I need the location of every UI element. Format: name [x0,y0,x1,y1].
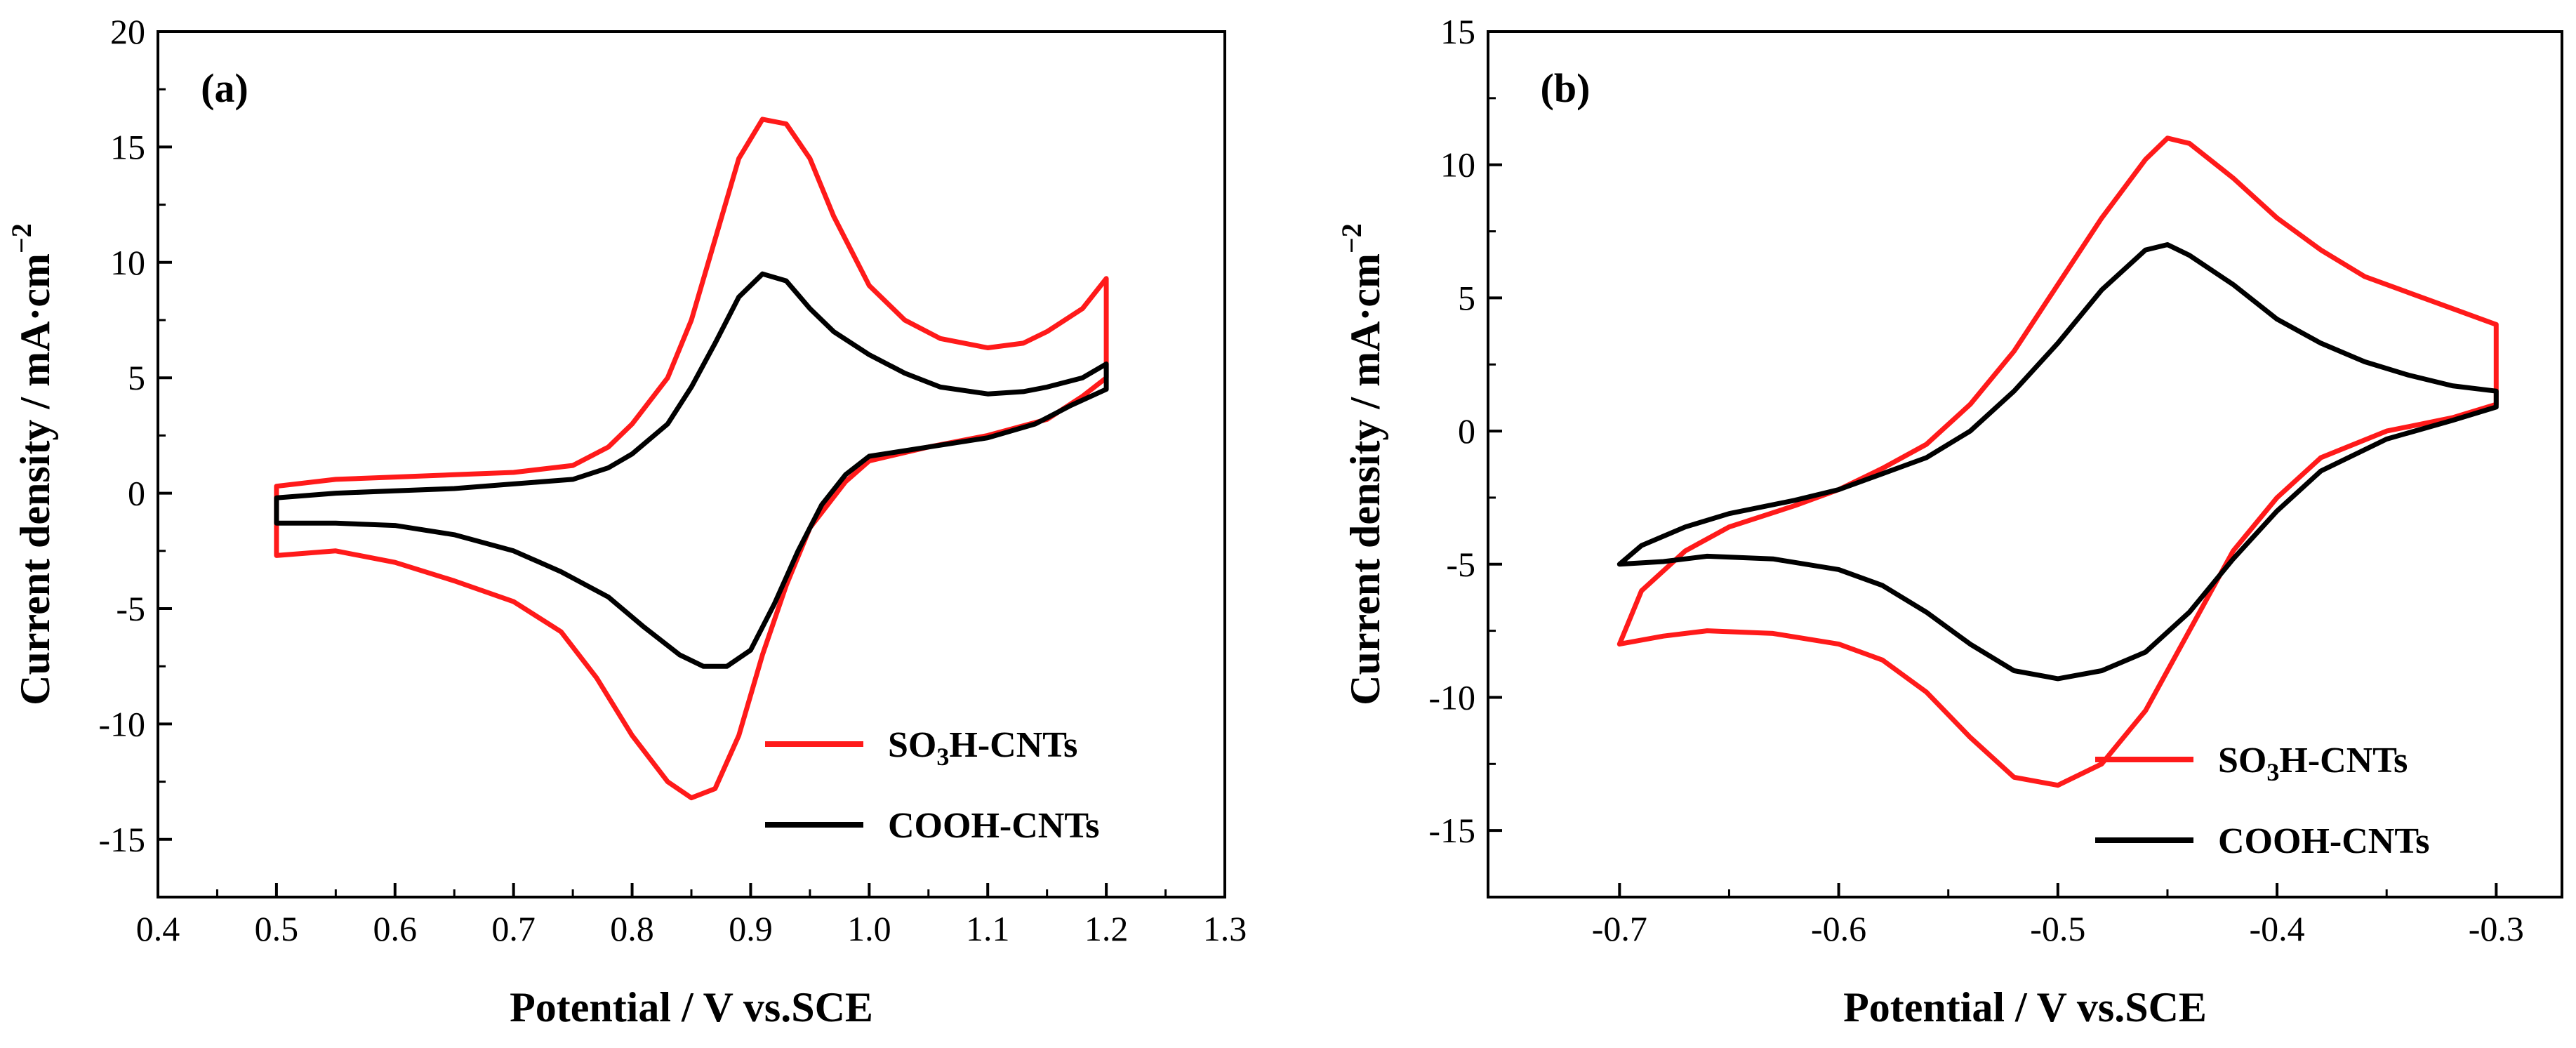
legend-label: SO3H-CNTs [2218,741,2408,786]
y-tick-label: -10 [98,704,145,743]
x-tick-label: 0.7 [491,909,536,948]
x-tick-label: -0.7 [1592,909,1647,948]
y-axis-title-text: Current density / mA·cm [1342,253,1388,705]
y-tick-label: -15 [98,820,145,859]
x-tick-label: -0.4 [2250,909,2305,948]
x-tick-label: 0.6 [373,909,418,948]
y-tick-label: 15 [110,127,145,166]
legend-label-main: COOH-CNTs [2218,821,2429,861]
y-tick-label: -10 [1428,677,1475,717]
plot-frame [157,30,1226,898]
y-tick-label: 20 [110,12,145,51]
legend-label: SO3H-CNTs [888,725,1077,771]
x-tick-label: -0.5 [2030,909,2085,948]
legend-label-suffix: H-CNTs [2279,741,2408,781]
y-axis-title-exponent: −2 [1336,223,1367,253]
legend: SO3H-CNTs COOH-CNTs [765,725,1099,846]
panel-label: (b) [1541,65,1591,111]
y-tick-label: 5 [128,358,145,397]
plot-frame [1487,30,2563,898]
series-so3h-cnts [274,117,1109,801]
legend-label-main: SO [888,725,936,765]
x-tick-label: -0.3 [2469,909,2524,948]
x-axis-title: Potential / V vs.SCE [510,984,873,1030]
x-tick-label: 0.9 [729,909,773,948]
y-tick-label: -15 [1428,811,1475,850]
legend-label-suffix: H-CNTs [949,725,1077,765]
y-axis-title-text: Current density / mA·cm [12,253,58,705]
y-axis-title: Current density / mA·cm−2 [1336,223,1388,705]
series-cooh-cnts [1616,242,2499,682]
x-tick-label: 1.1 [966,909,1010,948]
legend-label-subscript: 3 [2266,758,2279,786]
x-tick-label: -0.6 [1811,909,1866,948]
legend-label: COOH-CNTs [2218,821,2429,861]
legend-label-main: SO [2218,741,2266,781]
x-tick-label: 0.5 [255,909,299,948]
series-cooh-cnts [274,271,1109,669]
legend-label-subscript: 3 [936,743,949,771]
x-tick-label: 0.8 [610,909,654,948]
panel-a: 0.4 0.5 0.6 0.7 0.8 0.9 1.0 1.1 1.2 1.3 -15 -10 -5 0 5… [6,12,1247,1030]
y-tick-label: -5 [1446,545,1475,584]
x-tick-label: 1.0 [847,909,891,948]
y-tick-label: 0 [128,474,145,513]
y-axis-title-exponent: −2 [6,223,37,253]
panel-b: -0.7 -0.6 -0.5 -0.4 -0.3 -15 -10 -5 0 5 10 15 (b) Pot… [1336,12,2563,1030]
series-so3h-cnts [1616,135,2499,788]
x-tick-label: 1.3 [1203,909,1247,948]
y-tick-label: 0 [1458,411,1475,451]
y-tick-label: -5 [116,589,145,628]
y-tick-label: 10 [1440,145,1475,185]
x-axis-title: Potential / V vs.SCE [1843,984,2207,1030]
x-tick-label: 1.2 [1084,909,1129,948]
legend-label: COOH-CNTs [888,806,1099,846]
panel-label: (a) [201,65,248,111]
y-tick-label: 5 [1458,278,1475,317]
y-axis-title: Current density / mA·cm−2 [6,223,58,705]
legend: SO3H-CNTs COOH-CNTs [2095,741,2429,861]
y-tick-label: 10 [110,243,145,282]
x-tick-label: 0.4 [136,909,180,948]
y-tick-label: 15 [1440,12,1475,51]
legend-label-main: COOH-CNTs [888,806,1099,846]
